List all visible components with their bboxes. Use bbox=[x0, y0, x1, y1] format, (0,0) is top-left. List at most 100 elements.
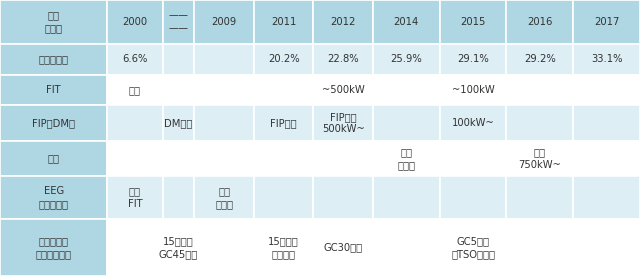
Text: 2017: 2017 bbox=[594, 17, 620, 27]
Text: 2000: 2000 bbox=[122, 17, 148, 27]
Bar bbox=[506, 75, 573, 105]
Bar bbox=[506, 176, 573, 219]
Bar bbox=[163, 0, 195, 44]
Bar bbox=[373, 105, 440, 141]
Text: DM選択: DM選択 bbox=[164, 118, 193, 128]
Text: 29.2%: 29.2% bbox=[524, 54, 556, 64]
Bar bbox=[573, 44, 640, 75]
Bar bbox=[506, 0, 573, 44]
Bar bbox=[314, 44, 373, 75]
Bar bbox=[163, 141, 195, 176]
Bar bbox=[314, 141, 373, 176]
Bar bbox=[195, 0, 254, 44]
Bar bbox=[195, 75, 254, 105]
Text: 2009: 2009 bbox=[212, 17, 237, 27]
Bar bbox=[254, 176, 314, 219]
Text: 入札: 入札 bbox=[48, 153, 60, 163]
Bar bbox=[195, 141, 254, 176]
Text: 年度
／項目: 年度 ／項目 bbox=[45, 10, 63, 33]
Bar bbox=[314, 105, 373, 141]
Text: 15分商品
（入札）: 15分商品 （入札） bbox=[268, 236, 299, 259]
Bar bbox=[506, 105, 573, 141]
Bar bbox=[506, 141, 573, 176]
Text: 2015: 2015 bbox=[460, 17, 486, 27]
Text: 再エネ比率: 再エネ比率 bbox=[38, 54, 68, 64]
Text: FIP（DM）: FIP（DM） bbox=[32, 118, 75, 128]
Bar bbox=[108, 219, 163, 276]
Text: ~500kW: ~500kW bbox=[322, 85, 365, 95]
Bar bbox=[163, 219, 195, 276]
Text: 2016: 2016 bbox=[527, 17, 552, 27]
Text: 6.6%: 6.6% bbox=[122, 54, 148, 64]
Bar bbox=[573, 219, 640, 276]
Bar bbox=[373, 75, 440, 105]
Bar bbox=[254, 75, 314, 105]
Bar bbox=[573, 0, 640, 44]
Bar bbox=[506, 219, 573, 276]
Bar bbox=[573, 176, 640, 219]
Bar bbox=[254, 44, 314, 75]
Bar bbox=[108, 141, 163, 176]
Text: 100kW~: 100kW~ bbox=[452, 118, 495, 128]
Bar bbox=[314, 0, 373, 44]
Bar bbox=[0, 105, 108, 141]
Text: 15分商品
GC45分前: 15分商品 GC45分前 bbox=[159, 236, 198, 259]
Bar bbox=[108, 105, 163, 141]
Bar bbox=[440, 219, 506, 276]
Text: 33.1%: 33.1% bbox=[591, 54, 622, 64]
Text: 2012: 2012 bbox=[330, 17, 356, 27]
Text: 25.9%: 25.9% bbox=[390, 54, 422, 64]
Bar bbox=[254, 105, 314, 141]
Text: 実証
太陽光: 実証 太陽光 bbox=[397, 147, 415, 170]
Bar bbox=[0, 176, 108, 219]
Bar bbox=[506, 44, 573, 75]
Bar bbox=[573, 141, 640, 176]
Bar bbox=[373, 219, 440, 276]
Text: GC30分前: GC30分前 bbox=[324, 242, 363, 253]
Bar bbox=[440, 141, 506, 176]
Bar bbox=[195, 44, 254, 75]
Bar bbox=[573, 105, 640, 141]
Text: ——
——: —— —— bbox=[168, 10, 189, 33]
Text: 開始
750kW~: 開始 750kW~ bbox=[518, 147, 561, 170]
Bar bbox=[373, 141, 440, 176]
Text: 20.2%: 20.2% bbox=[268, 54, 300, 64]
Text: 卸市場革新
（当日市場）: 卸市場革新 （当日市場） bbox=[36, 236, 72, 259]
Bar bbox=[108, 176, 163, 219]
Text: FIP選択: FIP選択 bbox=[271, 118, 297, 128]
Bar bbox=[163, 75, 195, 105]
Text: 29.1%: 29.1% bbox=[457, 54, 489, 64]
Bar bbox=[314, 219, 373, 276]
Bar bbox=[314, 176, 373, 219]
Bar bbox=[0, 0, 108, 44]
Bar bbox=[254, 0, 314, 44]
Bar bbox=[440, 75, 506, 105]
Bar bbox=[573, 75, 640, 105]
Bar bbox=[108, 44, 163, 75]
Bar bbox=[440, 176, 506, 219]
Bar bbox=[108, 75, 163, 105]
Bar bbox=[163, 176, 195, 219]
Text: ~100kW: ~100kW bbox=[452, 85, 495, 95]
Bar bbox=[163, 44, 195, 75]
Text: FIP強制
500kW~: FIP強制 500kW~ bbox=[322, 112, 365, 134]
Text: EEG
優先接続等: EEG 優先接続等 bbox=[38, 186, 68, 209]
Text: 創設
FIT: 創設 FIT bbox=[127, 186, 142, 209]
Text: 2011: 2011 bbox=[271, 17, 296, 27]
Text: 22.8%: 22.8% bbox=[328, 54, 359, 64]
Bar bbox=[254, 219, 314, 276]
Bar bbox=[195, 176, 254, 219]
Bar bbox=[440, 0, 506, 44]
Text: 改正
優先性: 改正 優先性 bbox=[215, 186, 233, 209]
Text: 2014: 2014 bbox=[394, 17, 419, 27]
Bar bbox=[163, 105, 195, 141]
Bar bbox=[0, 44, 108, 75]
Text: FIT: FIT bbox=[46, 85, 61, 95]
Bar bbox=[254, 141, 314, 176]
Bar bbox=[195, 219, 254, 276]
Bar bbox=[440, 105, 506, 141]
Bar bbox=[373, 0, 440, 44]
Bar bbox=[0, 219, 108, 276]
Bar bbox=[314, 75, 373, 105]
Bar bbox=[195, 105, 254, 141]
